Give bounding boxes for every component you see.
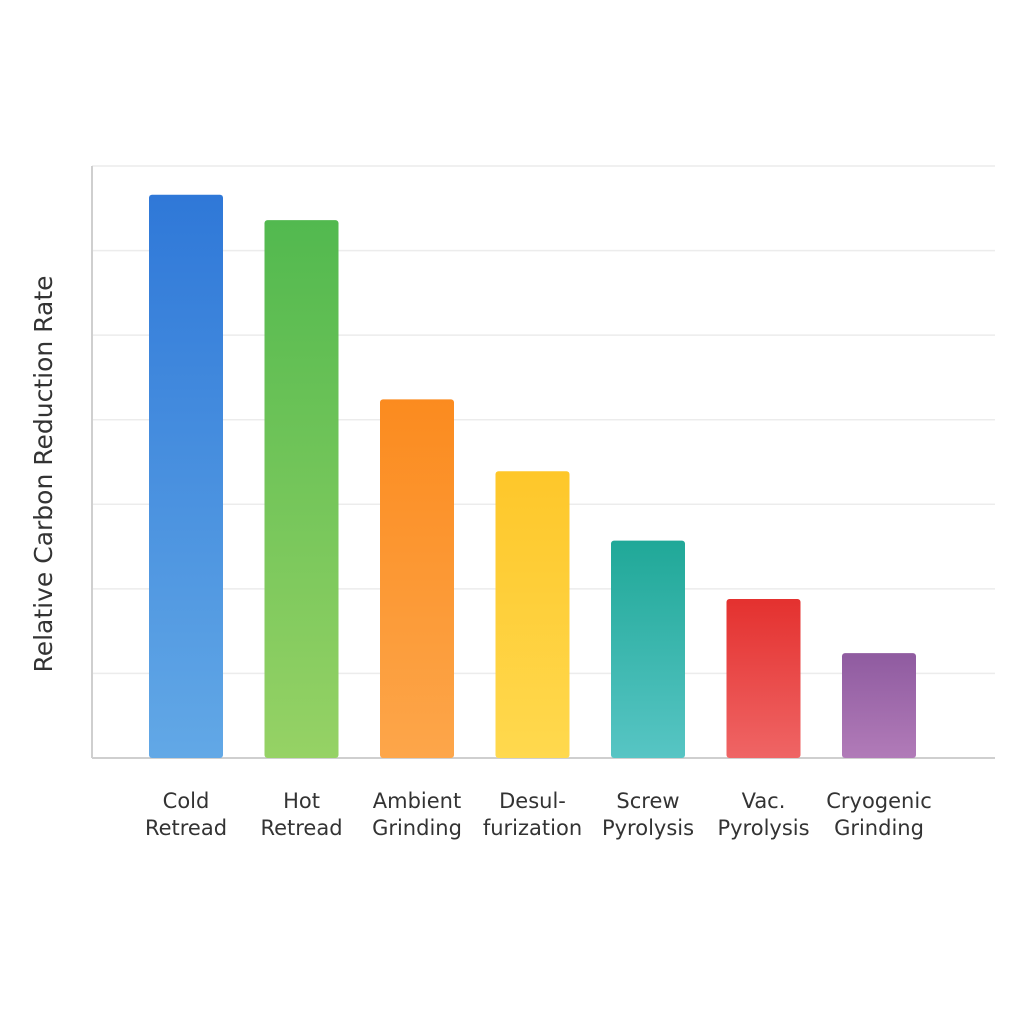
category-label-5-line-0: Vac. <box>742 789 786 813</box>
category-label-2-line-0: Ambient <box>373 789 461 813</box>
bar-2 <box>380 399 454 758</box>
bar-4 <box>611 540 685 758</box>
bar-3 <box>495 471 570 758</box>
category-label-6-line-1: Grinding <box>834 816 924 840</box>
category-label-0-line-0: Cold <box>163 789 210 813</box>
bar-0 <box>149 194 223 759</box>
category-label-0-line-1: Retread <box>145 816 227 840</box>
category-label-4-line-1: Pyrolysis <box>602 816 694 840</box>
y-axis-title: Relative Carbon Reduction Rate <box>29 275 58 672</box>
category-label-4-line-0: Screw <box>616 789 679 813</box>
category-label-3-line-0: Desul- <box>499 789 566 813</box>
category-label-1-line-1: Retread <box>260 816 342 840</box>
category-label-2-line-1: Grinding <box>372 816 462 840</box>
category-label-5-line-1: Pyrolysis <box>717 816 809 840</box>
bar-6 <box>842 653 916 758</box>
bar-5 <box>726 599 801 758</box>
category-label-6-line-0: Cryogenic <box>826 789 932 813</box>
bar-1 <box>264 220 339 758</box>
category-label-1-line-0: Hot <box>283 789 320 813</box>
bars <box>149 194 916 759</box>
category-labels: Cold Retread Hot Retread Ambient Grinding Desu… <box>145 789 932 840</box>
category-label-3-line-1: furization <box>483 816 582 840</box>
